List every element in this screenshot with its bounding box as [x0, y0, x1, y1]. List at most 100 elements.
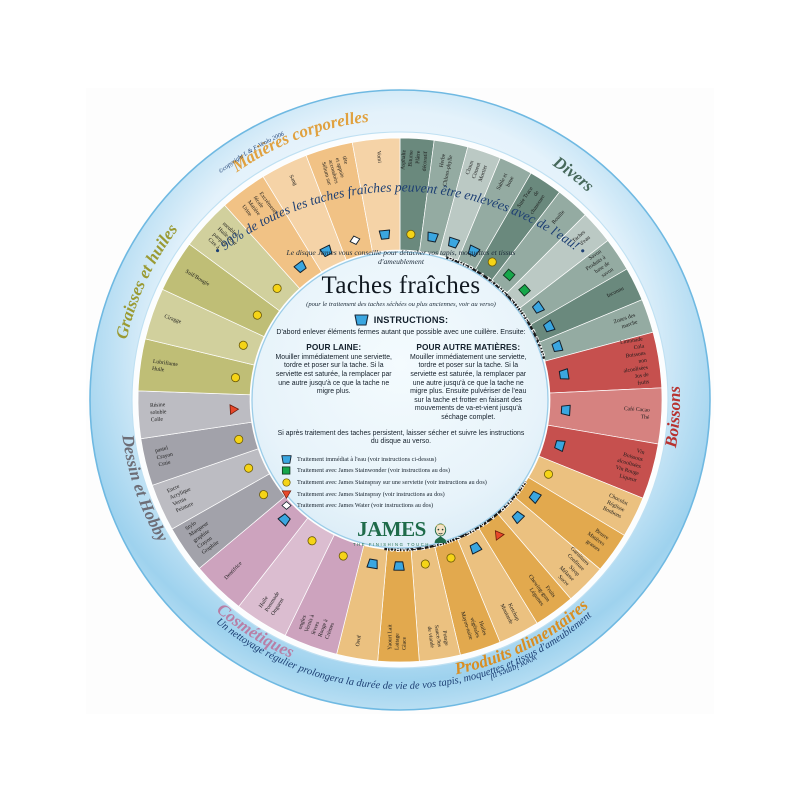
butler-face-icon	[434, 523, 447, 543]
yellow-circle-icon	[252, 310, 262, 320]
segment-label-line: Limonade	[620, 336, 644, 345]
red-triangle-icon	[229, 404, 240, 416]
wool-title: POUR LAINE:	[306, 341, 362, 352]
segment-label: Oeuf	[354, 635, 363, 647]
segment-label-line: de	[533, 189, 541, 197]
segment-label-line: lèvres	[311, 621, 321, 636]
yellow-circle-icon	[338, 551, 348, 561]
segment-label-line: Ciment	[471, 162, 482, 180]
segment-label-line: Lubrifiante	[153, 358, 179, 368]
segment-label-line: Huile	[258, 595, 270, 609]
segment-label-line: Yaourt Lait	[387, 624, 393, 650]
segment-label-line: Laitage	[395, 633, 401, 650]
afterword-text: Si après traitement des taches persisten…	[277, 429, 525, 446]
segment-label: Asphalte Bitume Plâtre décoratif	[400, 149, 429, 171]
segment-label-line: Colle	[151, 417, 164, 424]
segment-label-line: Sauce/Jus	[433, 625, 442, 648]
wheel-segment[interactable]	[351, 137, 401, 253]
white-diamond-icon	[281, 501, 292, 511]
segment-label-line: Ciragge	[163, 314, 182, 326]
other-materials-column: POUR AUTRE MATIÈRES: Mouiller immédiatem…	[406, 342, 532, 423]
legend-row: Traitement avec James Stainspray sur une…	[281, 478, 537, 487]
water-basin-icon	[277, 513, 291, 527]
segment-label-line: ongles	[297, 615, 308, 631]
legend-row: Traitement avec James Stainspray (voir i…	[281, 490, 537, 499]
segment-label-line: marche	[621, 319, 639, 330]
center-disc	[251, 251, 549, 549]
red-triangle-icon	[494, 530, 505, 541]
segment-label-line: Huiles	[477, 620, 487, 636]
water-basin-icon	[281, 455, 292, 464]
subtitle: (pour le traitement des taches séchées o…	[306, 300, 496, 308]
segment-labels: Asphalte Bitume Plâtre décoratif HerbeChloro…	[150, 149, 650, 650]
segment-label-line: soluble	[150, 409, 167, 416]
segment-label-line: Potage	[441, 630, 449, 646]
segment-ring	[137, 137, 663, 663]
segment-label-line: Résine	[150, 402, 166, 409]
white-diamond-icon	[349, 235, 361, 245]
water-basin-icon	[427, 231, 439, 243]
segment-label-line: Huile	[152, 366, 166, 374]
water-basin-icon	[293, 260, 307, 274]
segment-label-line: décoratif	[421, 151, 429, 171]
segment-label-line: fruits	[637, 378, 650, 387]
legend-label: Traitement avec James Water (voir instru…	[297, 502, 434, 510]
segment-label: Ciragge	[163, 314, 182, 326]
instructions-lead: D'abord enlever éléments fermes autant q…	[276, 328, 526, 336]
legend-label: Traitement immédiat à l'eau (voir instru…	[297, 455, 437, 463]
segment-label-line: Jus de	[635, 372, 650, 380]
green-square-icon	[502, 268, 516, 282]
segment-label: Vomi	[375, 151, 382, 164]
water-basin-icon	[354, 314, 369, 326]
segment-label-line: Sang	[288, 174, 298, 187]
segment-label-line: non	[638, 358, 647, 365]
logo-tagline: THE FINISHING TOUCH	[352, 542, 430, 548]
water-basin-icon	[542, 319, 556, 333]
segment-label-line: Bitume	[408, 150, 415, 167]
segment-label-line: Liqueur	[619, 473, 638, 484]
legend-row: Traitement immédiat à l'eau (voir instru…	[281, 455, 537, 464]
segment-label-line: Vomi	[375, 151, 382, 164]
segment-label-line: Stylo	[184, 520, 197, 532]
segment-label-line: Craie	[158, 460, 172, 469]
green-square-icon	[518, 283, 531, 297]
legend-row: Traitement avec James Water (voir instru…	[281, 501, 537, 511]
segment-label-line: Encre	[166, 484, 181, 495]
yellow-circle-icon	[420, 559, 430, 569]
segment-label-line: tête	[341, 156, 349, 166]
wool-column: POUR LAINE: Mouiller immédiatement une s…	[271, 342, 397, 423]
category-label: Boissons	[661, 385, 684, 449]
water-basin-icon	[511, 510, 525, 525]
water-basin-icon	[551, 339, 564, 352]
james-logo: JAMES THE FINISHING TOUCH	[265, 517, 537, 547]
legend-label: Traitement avec James Stainspray sur une…	[297, 478, 487, 486]
water-basin-icon	[319, 244, 333, 258]
water-basin-icon	[469, 541, 483, 555]
segment-label-line: Chaux	[465, 160, 475, 176]
other-text: Mouiller immédiatement une serviette, to…	[410, 353, 527, 421]
yellow-circle-icon	[231, 373, 241, 383]
center-disc-bg	[252, 252, 548, 548]
legend-label: Traitement avec James Stainspray (voir i…	[297, 490, 445, 498]
segment-label-line: Glace	[402, 636, 408, 650]
segment-label-line: alcoolisées	[623, 365, 648, 375]
legend-list: Traitement immédiat à l'eau (voir instru…	[281, 455, 537, 511]
symbol-markers	[229, 229, 571, 571]
water-basin-icon	[366, 558, 378, 570]
legend-label: Traitement avec James Stainwonder (voir …	[297, 467, 450, 475]
water-basin-icon	[558, 368, 570, 380]
yellow-circle-icon	[487, 257, 497, 267]
page-title: Taches fraîches	[321, 271, 481, 299]
green-square-icon	[281, 466, 291, 475]
